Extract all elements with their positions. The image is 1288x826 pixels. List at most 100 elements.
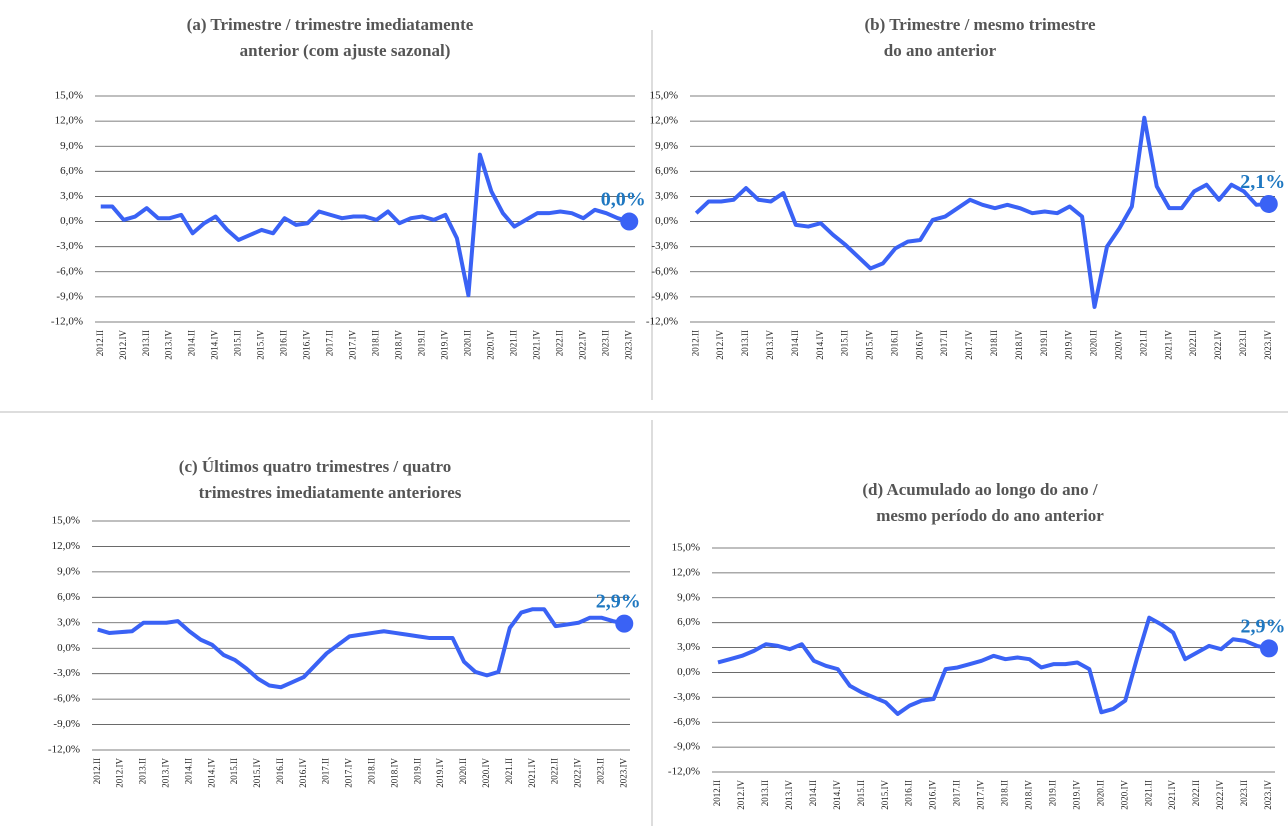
y-tick-label: 6,0% bbox=[57, 591, 80, 603]
x-tick-label: 2020.II bbox=[458, 758, 468, 784]
y-tick-label: -12,0% bbox=[646, 316, 678, 328]
x-tick-label: 2019.II bbox=[417, 330, 427, 356]
y-tick-label: -12,0% bbox=[51, 316, 83, 328]
chart-title: (d) Acumulado ao longo do ano / bbox=[862, 480, 1097, 499]
x-tick-label: 2023.IV bbox=[1263, 780, 1273, 810]
x-tick-label: 2022.II bbox=[550, 758, 560, 784]
x-tick-label: 2022.IV bbox=[577, 330, 587, 360]
x-tick-label: 2017.IV bbox=[348, 330, 358, 360]
y-tick-label: 15,0% bbox=[55, 90, 83, 102]
series-line bbox=[100, 152, 630, 298]
value-label: 2,9% bbox=[1241, 615, 1286, 637]
x-tick-label: 2015.II bbox=[233, 330, 243, 356]
x-tick-label: 2022.II bbox=[554, 330, 564, 356]
x-tick-label: 2017.II bbox=[952, 780, 962, 806]
x-tick-label: 2023.IV bbox=[1263, 330, 1273, 360]
y-tick-label: -3,0% bbox=[56, 240, 83, 252]
x-tick-label: 2020.IV bbox=[1119, 780, 1129, 810]
x-tick-label: 2014.IV bbox=[815, 330, 825, 360]
x-tick-label: 2018.IV bbox=[389, 758, 399, 788]
x-tick-label: 2021.IV bbox=[1163, 330, 1173, 360]
x-tick-label: 2020.IV bbox=[481, 758, 491, 788]
x-tick-label: 2016.II bbox=[889, 330, 899, 356]
x-tick-label: 2016.II bbox=[275, 758, 285, 784]
x-tick-label: 2023.IV bbox=[618, 758, 628, 788]
x-tick-label: 2017.IV bbox=[976, 780, 986, 810]
x-tick-label: 2012.II bbox=[92, 758, 102, 784]
x-tick-label: 2014.IV bbox=[206, 758, 216, 788]
y-tick-label: -6,0% bbox=[53, 693, 80, 705]
x-tick-label: 2020.II bbox=[462, 330, 472, 356]
y-tick-label: 15,0% bbox=[672, 542, 700, 554]
x-tick-label: 2021.II bbox=[1138, 330, 1148, 356]
x-tick-label: 2014.II bbox=[808, 780, 818, 806]
y-tick-label: 9,0% bbox=[655, 140, 678, 152]
x-tick-label: 2015.IV bbox=[880, 780, 890, 810]
y-tick-label: -9,0% bbox=[651, 290, 678, 302]
x-tick-label: 2016.IV bbox=[302, 330, 312, 360]
x-tick-label: 2020.IV bbox=[1113, 330, 1123, 360]
x-tick-label: 2019.IV bbox=[1064, 330, 1074, 360]
x-tick-label: 2018.II bbox=[989, 330, 999, 356]
series-line bbox=[694, 115, 1269, 309]
x-tick-label: 2015.IV bbox=[252, 758, 262, 788]
x-tick-label: 2013.II bbox=[138, 758, 148, 784]
y-tick-label: -9,0% bbox=[53, 718, 80, 730]
x-tick-label: 2015.II bbox=[840, 330, 850, 356]
x-tick-label: 2022.IV bbox=[1213, 330, 1223, 360]
y-tick-label: 0,0% bbox=[677, 666, 700, 678]
x-tick-label: 2014.II bbox=[187, 330, 197, 356]
x-tick-label: 2019.II bbox=[412, 758, 422, 784]
y-tick-label: 3,0% bbox=[677, 641, 700, 653]
x-tick-label: 2020.II bbox=[1089, 330, 1099, 356]
end-point bbox=[615, 614, 634, 633]
x-tick-label: 2021.IV bbox=[531, 330, 541, 360]
x-tick-label: 2019.IV bbox=[435, 758, 445, 788]
y-tick-label: -6,0% bbox=[651, 265, 678, 277]
y-tick-label: 9,0% bbox=[677, 591, 700, 603]
y-tick-label: 6,0% bbox=[60, 165, 83, 177]
x-tick-label: 2016.IV bbox=[914, 330, 924, 360]
x-tick-label: 2017.II bbox=[939, 330, 949, 356]
x-tick-label: 2017.IV bbox=[964, 330, 974, 360]
x-tick-label: 2016.II bbox=[904, 780, 914, 806]
x-tick-label: 2023.II bbox=[1238, 330, 1248, 356]
x-tick-label: 2023.II bbox=[595, 758, 605, 784]
x-tick-label: 2013.II bbox=[760, 780, 770, 806]
y-tick-label: 0,0% bbox=[60, 215, 83, 227]
x-tick-label: 2013.IV bbox=[160, 758, 170, 788]
y-tick-label: -9,0% bbox=[56, 290, 83, 302]
y-tick-label: 6,0% bbox=[655, 165, 678, 177]
x-tick-label: 2012.IV bbox=[736, 780, 746, 810]
end-point bbox=[1260, 639, 1279, 658]
y-tick-label: 12,0% bbox=[52, 540, 80, 552]
chart-title: (a) Trimestre / trimestre imediatamente bbox=[187, 15, 474, 34]
x-tick-label: 2013.IV bbox=[765, 330, 775, 360]
x-tick-label: 2013.II bbox=[740, 330, 750, 356]
y-tick-label: -12,0% bbox=[668, 766, 700, 778]
x-tick-label: 2022.II bbox=[1188, 330, 1198, 356]
y-tick-label: 0,0% bbox=[655, 215, 678, 227]
x-tick-label: 2012.II bbox=[690, 330, 700, 356]
y-tick-label: -9,0% bbox=[673, 741, 700, 753]
y-tick-label: 15,0% bbox=[52, 515, 80, 527]
series-line bbox=[97, 607, 625, 690]
chart-title: do ano anterior bbox=[884, 41, 997, 60]
chart-title: (b) Trimestre / mesmo trimestre bbox=[865, 15, 1096, 34]
x-tick-label: 2019.IV bbox=[439, 330, 449, 360]
y-tick-label: 3,0% bbox=[655, 190, 678, 202]
x-tick-label: 2018.IV bbox=[1014, 330, 1024, 360]
x-tick-label: 2021.II bbox=[1143, 780, 1153, 806]
y-tick-label: 12,0% bbox=[55, 115, 83, 127]
x-tick-label: 2023.II bbox=[1239, 780, 1249, 806]
x-tick-label: 2015.IV bbox=[865, 330, 875, 360]
x-tick-label: 2019.IV bbox=[1071, 780, 1081, 810]
x-tick-label: 2022.II bbox=[1191, 780, 1201, 806]
x-tick-label: 2013.II bbox=[141, 330, 151, 356]
y-tick-label: -6,0% bbox=[673, 716, 700, 728]
chart-title: trimestres imediatamente anteriores bbox=[199, 483, 462, 502]
series-line bbox=[717, 615, 1270, 716]
x-tick-label: 2014.II bbox=[183, 758, 193, 784]
x-tick-label: 2015.II bbox=[856, 780, 866, 806]
